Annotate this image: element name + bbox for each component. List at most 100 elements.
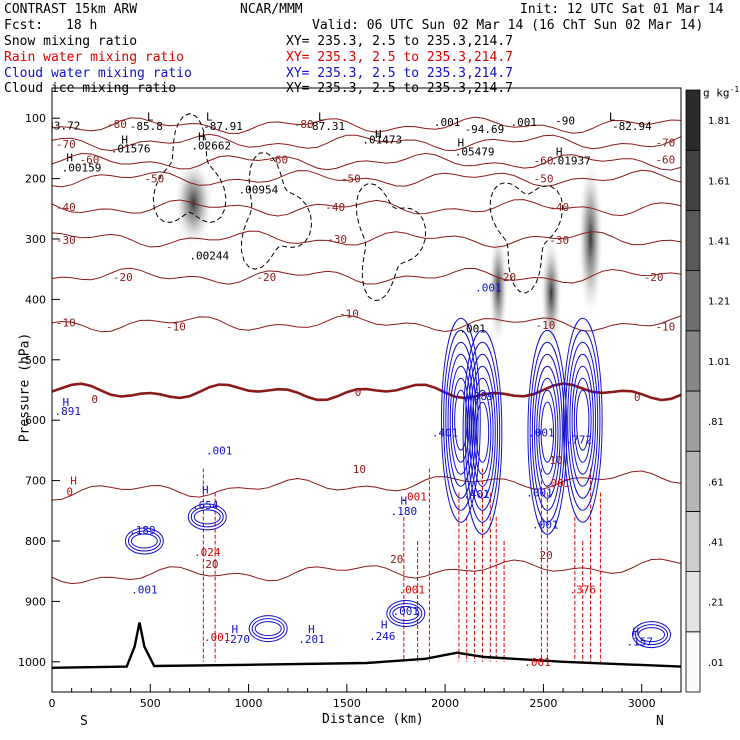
colorbar-unit: g kg-1	[703, 85, 739, 100]
temp-label-16: -30	[549, 234, 569, 247]
x-axis-label: Distance (km)	[322, 712, 424, 727]
x-tick-label-500: 500	[140, 697, 161, 710]
cloud-water-contour-2-4	[447, 353, 475, 487]
annotation-13: H	[375, 128, 382, 141]
annotation-52: .001	[398, 583, 425, 596]
annotation-58: H	[308, 623, 315, 636]
forecast-hour: 18 h	[66, 18, 98, 33]
temp-contour--60	[52, 152, 681, 171]
temp-label-24: -10	[536, 319, 556, 332]
cloud-water-contour-2-6	[443, 329, 479, 511]
y-tick-label-200: 200	[25, 173, 46, 186]
y-tick-label-300: 300	[25, 233, 46, 246]
colorbar-label-0: .01	[708, 658, 724, 669]
annotation-9: H	[121, 133, 128, 146]
colorbar-unit-text: g kg	[703, 86, 730, 100]
temperature-contours	[52, 116, 681, 585]
annotation-0: 83.72	[47, 119, 80, 132]
annotation-49: .401	[463, 488, 490, 501]
annotation-34: H	[202, 484, 209, 497]
cloud-water-contour-5-5	[567, 341, 599, 499]
cloud-water-contour-7-3	[386, 599, 426, 627]
annotation-31: .001	[206, 444, 233, 457]
y-tick-label-100: 100	[25, 112, 46, 125]
cloud-water-contour-3-2	[473, 389, 492, 475]
cloud-water-contour-2-5	[445, 341, 477, 499]
cloud-water-contour-7-1	[392, 605, 420, 621]
temp-label-20: -20	[644, 271, 664, 284]
x-tick-label-3000: 3000	[628, 697, 656, 710]
temp-label-15: -30	[327, 233, 347, 246]
annotation-14: .01473	[362, 133, 402, 146]
temp-contour--50	[52, 169, 681, 188]
annotation-29: H	[62, 396, 69, 409]
colorbar-label-2: .41	[708, 538, 724, 549]
cloud-water-contour-3-6	[464, 341, 501, 523]
x-axis-south-label: S	[80, 714, 88, 729]
temp-label-12: -40	[325, 201, 345, 214]
cloud-water-contour-4-5	[531, 353, 563, 511]
cloud-water-contour-0-2	[127, 530, 161, 552]
valid-time: Valid: 06 UTC Sun 02 Mar 14 (16 ChT Sun …	[312, 18, 704, 33]
temp-label-10: -50	[534, 173, 554, 186]
legend-rain-xy: XY= 235.3, 2.5 to 235.3,214.7	[286, 50, 513, 65]
legend-snow: Snow mixing ratio	[4, 34, 138, 49]
y-tick-label-700: 700	[25, 475, 46, 488]
cloud-water-contour-4-4	[534, 365, 561, 499]
annotation-16: .05479	[455, 145, 495, 158]
annotation-48: .001	[532, 519, 559, 532]
cloud-water-contour-1-2	[190, 506, 224, 528]
y-tick-label-500: 500	[25, 354, 46, 367]
temp-label-33: 20	[539, 549, 552, 562]
x-tick-label-1000: 1000	[235, 697, 263, 710]
cloud-water-contour-4-6	[529, 341, 566, 523]
temp-contour-0	[52, 382, 681, 402]
cloud-water-contour-2-7	[440, 317, 481, 523]
annotation-45: .772	[566, 434, 593, 447]
cloud-water-contour-5-3	[571, 365, 594, 475]
cloud-water-contour-3-1	[475, 401, 490, 463]
annotation-55: .246	[369, 630, 396, 643]
annotation-11: H	[198, 130, 205, 143]
temp-label-31: 20	[205, 558, 218, 571]
temp-label-3: -70	[655, 136, 675, 149]
y-tick-label-900: 900	[25, 595, 46, 608]
cloud-ice-shade-1	[488, 229, 509, 346]
temp-label-8: -50	[144, 173, 164, 186]
axis-ticks: 0 500 1000 1500 2000 2500 30001002003004005006…	[18, 112, 662, 710]
temp-contour--10	[52, 314, 681, 333]
colorbar-swatch-5	[685, 330, 701, 392]
colorbar: .01 .21 .41 .61 .81 1.01 1.21 1.41 1.61 1.81	[685, 89, 730, 693]
cloud-water-contour-5-4	[569, 353, 597, 487]
annotation-59: .201	[298, 633, 325, 646]
colorbar-swatch-4	[685, 390, 701, 452]
annotation-41: .180	[391, 505, 418, 518]
annotation-22: .001	[434, 116, 461, 129]
temp-label-2: -70	[56, 138, 76, 151]
temp-label-17: -20	[113, 271, 133, 284]
colorbar-label-1: .21	[708, 598, 724, 609]
snow-contour-0	[152, 113, 227, 224]
x-tick-label-1500: 1500	[333, 697, 361, 710]
init-time: Init: 12 UTC Sat 01 Mar 14	[520, 2, 724, 17]
annotation-32: H	[70, 475, 77, 488]
terrain-line	[52, 622, 681, 669]
temp-contour--40	[52, 199, 681, 217]
forecast-label: Fcst:	[4, 18, 44, 33]
temp-label-27: 0	[355, 386, 362, 399]
cloud-water-contour-8-2	[635, 624, 669, 646]
annotation-42: .401	[432, 426, 459, 439]
temp-label-11: -40	[56, 201, 76, 214]
annotation-23: .001	[511, 116, 538, 129]
colorbar-swatch-9	[685, 89, 701, 151]
model-title: CONTRAST 15km ARW	[4, 2, 138, 17]
temp-label-6: -60	[534, 154, 554, 167]
cloud-water-contour-2-3	[449, 365, 472, 475]
cloud-water-contour-4-1	[540, 401, 555, 463]
annotation-25: .00954	[239, 183, 279, 196]
colorbar-swatch-2	[685, 510, 701, 572]
cloud-water-contour-5-2	[573, 377, 592, 463]
colorbar-label-4: .81	[708, 417, 724, 428]
cloud-water-contour-6-3	[248, 615, 288, 643]
snow-contours	[152, 113, 564, 302]
